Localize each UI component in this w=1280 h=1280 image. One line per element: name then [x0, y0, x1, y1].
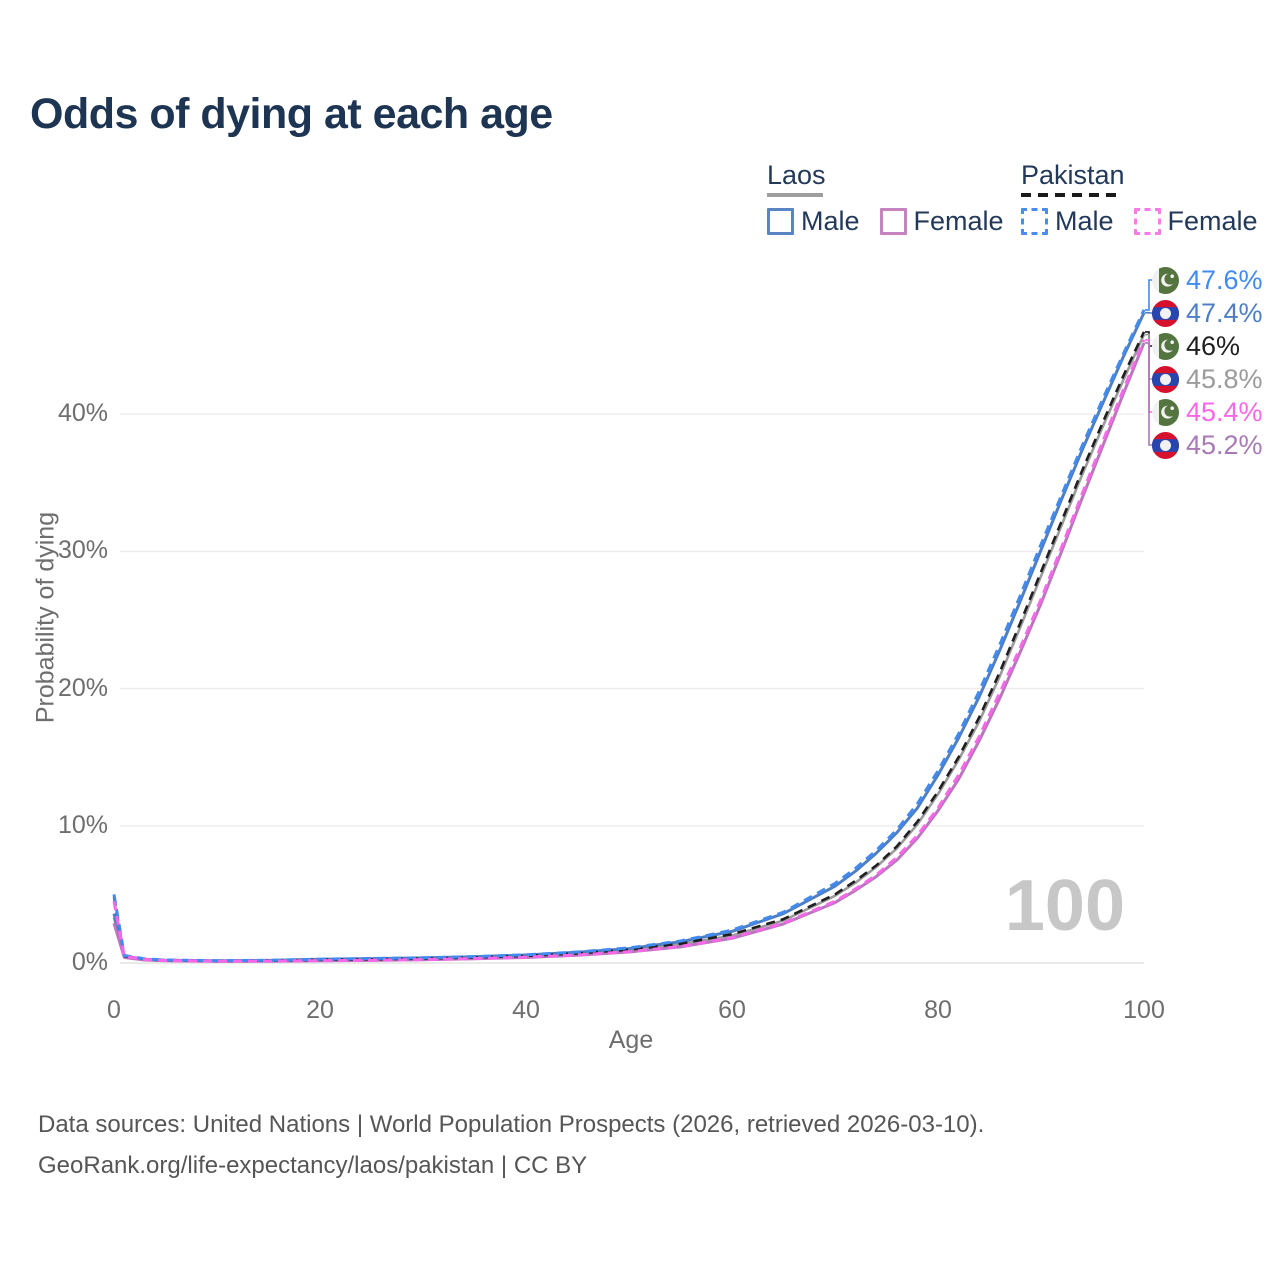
- laos-flag-icon: [1152, 365, 1179, 393]
- legend-items-pakistan: Male Female: [1021, 206, 1258, 237]
- end-label-pakistan-male: 47.6%: [1152, 264, 1263, 296]
- legend-group-laos: Laos Male Female: [767, 160, 1004, 237]
- end-label-leader-line: [1145, 279, 1153, 311]
- y-tick-label: 30%: [57, 536, 108, 565]
- series-line-pakistan-female[interactable]: [112, 339, 1146, 963]
- end-label-leader-line: [1145, 342, 1153, 446]
- series-line-pakistan-male[interactable]: [112, 309, 1146, 963]
- laos-flag-icon: [1152, 299, 1179, 327]
- end-label-laos-all: 45.8%: [1152, 363, 1263, 395]
- laos-flag-icon: [1152, 431, 1179, 459]
- legend-item-label: Male: [1055, 206, 1114, 236]
- end-label-laos-male: 47.4%: [1152, 297, 1263, 329]
- legend-country-pakistan: Pakistan: [1021, 160, 1125, 190]
- pakistan-female-swatch-icon: [1133, 208, 1161, 235]
- x-tick-label: 80: [924, 996, 952, 1024]
- pakistan-flag-icon: [1152, 266, 1179, 294]
- end-label-value: 46%: [1186, 330, 1241, 361]
- x-tick-label: 100: [1123, 996, 1165, 1024]
- end-label-value: 45.4%: [1186, 396, 1263, 427]
- legend-items-laos: Male Female: [767, 206, 1004, 237]
- laos-female-swatch-icon: [879, 208, 907, 235]
- legend-item-laos-male[interactable]: Male: [767, 206, 860, 237]
- end-label-value: 47.6%: [1186, 264, 1263, 295]
- y-tick-label: 0%: [71, 948, 108, 976]
- end-label-pakistan-female: 45.4%: [1152, 396, 1263, 428]
- legend-item-pakistan-female[interactable]: Female: [1133, 206, 1258, 237]
- end-label-value: 45.2%: [1186, 429, 1263, 460]
- x-tick-label: 20: [306, 996, 334, 1024]
- footer-line-2: GeoRank.org/life-expectancy/laos/pakista…: [38, 1152, 588, 1179]
- end-label-pakistan-all: 46%: [1152, 330, 1240, 362]
- x-tick-label: 60: [718, 996, 746, 1024]
- laos-male-swatch-icon: [767, 208, 794, 235]
- x-tick-label: 0: [107, 996, 121, 1024]
- legend-item-label: Male: [801, 206, 860, 236]
- series-line-pakistan-all[interactable]: [112, 331, 1146, 963]
- x-tick-label: 40: [512, 996, 540, 1024]
- legend-item-pakistan-male[interactable]: Male: [1021, 206, 1114, 237]
- pakistan-male-swatch-icon: [1021, 208, 1048, 235]
- series-line-laos-all[interactable]: [112, 334, 1146, 963]
- pakistan-flag-icon: [1152, 398, 1179, 426]
- pakistan-flag-icon: [1152, 332, 1179, 360]
- series-line-laos-male[interactable]: [112, 312, 1146, 963]
- end-label-value: 47.4%: [1186, 297, 1263, 328]
- x-axis-title: Age: [608, 1026, 654, 1054]
- end-label-laos-female: 45.2%: [1152, 429, 1263, 461]
- end-label-value: 45.8%: [1186, 363, 1263, 394]
- legend-group-pakistan: Pakistan Male Female: [1021, 160, 1258, 237]
- legend-item-label: Female: [913, 206, 1004, 236]
- y-axis-title: Probability of dying: [31, 511, 60, 724]
- series-line-laos-female[interactable]: [112, 342, 1146, 963]
- y-tick-label: 10%: [57, 810, 108, 839]
- y-tick-label: 20%: [57, 673, 108, 702]
- legend-underline-pakistan: [1021, 193, 1117, 197]
- footer: Data sources: United Nations | World Pop…: [38, 1104, 984, 1186]
- footer-line-1: Data sources: United Nations | World Pop…: [38, 1111, 985, 1138]
- age-hover-watermark: 100: [1004, 866, 1125, 946]
- legend-underline-laos: [767, 193, 823, 197]
- legend-item-label: Female: [1167, 206, 1258, 236]
- y-tick-label: 40%: [57, 399, 108, 428]
- legend-item-laos-female[interactable]: Female: [879, 206, 1004, 237]
- legend-country-laos: Laos: [767, 160, 826, 190]
- page-title: Odds of dying at each age: [30, 90, 553, 138]
